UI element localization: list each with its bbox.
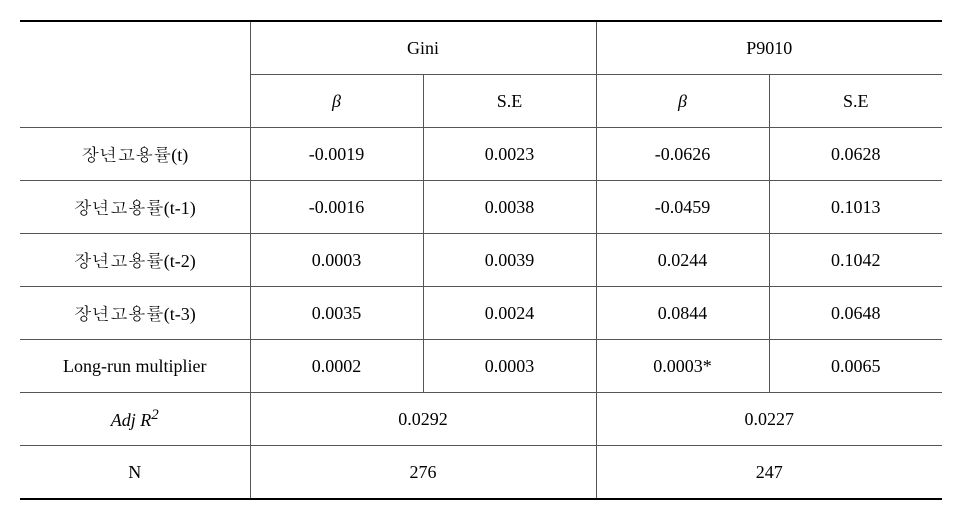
- cell-value: 0.0065: [769, 340, 942, 393]
- n-label: N: [20, 446, 250, 500]
- cell-value: 0.0039: [423, 234, 596, 287]
- n-p9010: 247: [596, 446, 942, 500]
- cell-value: 0.0002: [250, 340, 423, 393]
- cell-value: 0.1013: [769, 181, 942, 234]
- cell-value: 0.1042: [769, 234, 942, 287]
- cell-value: 0.0844: [596, 287, 769, 340]
- header-group-gini: Gini: [250, 21, 596, 75]
- cell-value: 0.0023: [423, 128, 596, 181]
- cell-value: 0.0648: [769, 287, 942, 340]
- row-label: Long-run multiplier: [20, 340, 250, 393]
- header-se-1: S.E: [423, 75, 596, 128]
- cell-value: 0.0024: [423, 287, 596, 340]
- summary-row-adjr2: Adj R2 0.0292 0.0227: [20, 393, 942, 446]
- row-label: 장년고용률(t-2): [20, 234, 250, 287]
- table-row: 장년고용률(t-2) 0.0003 0.0039 0.0244 0.1042: [20, 234, 942, 287]
- row-label: 장년고용률(t-1): [20, 181, 250, 234]
- cell-value: 0.0003: [423, 340, 596, 393]
- cell-value: -0.0459: [596, 181, 769, 234]
- table-row: Long-run multiplier 0.0002 0.0003 0.0003…: [20, 340, 942, 393]
- table-row: 장년고용률(t-3) 0.0035 0.0024 0.0844 0.0648: [20, 287, 942, 340]
- summary-row-n: N 276 247: [20, 446, 942, 500]
- adjr2-label-sup: 2: [151, 407, 159, 423]
- header-group-p9010: P9010: [596, 21, 942, 75]
- cell-value: 0.0628: [769, 128, 942, 181]
- cell-value: -0.0019: [250, 128, 423, 181]
- adjr2-gini: 0.0292: [250, 393, 596, 446]
- header-row-groups: Gini P9010: [20, 21, 942, 75]
- cell-value: 0.0035: [250, 287, 423, 340]
- table-row: 장년고용률(t-1) -0.0016 0.0038 -0.0459 0.1013: [20, 181, 942, 234]
- cell-value: 0.0003*: [596, 340, 769, 393]
- cell-value: 0.0244: [596, 234, 769, 287]
- adjr2-p9010: 0.0227: [596, 393, 942, 446]
- n-gini: 276: [250, 446, 596, 500]
- header-beta-1: β: [250, 75, 423, 128]
- adjr2-label-text: Adj R: [111, 410, 152, 430]
- adjr2-label: Adj R2: [20, 393, 250, 446]
- row-label: 장년고용률(t-3): [20, 287, 250, 340]
- header-beta-2: β: [596, 75, 769, 128]
- cell-value: 0.0003: [250, 234, 423, 287]
- row-label: 장년고용률(t): [20, 128, 250, 181]
- cell-value: 0.0038: [423, 181, 596, 234]
- regression-table: Gini P9010 β S.E β S.E 장년고용률(t) -0.0019 …: [20, 20, 942, 500]
- cell-value: -0.0626: [596, 128, 769, 181]
- header-blank: [20, 21, 250, 128]
- table-row: 장년고용률(t) -0.0019 0.0023 -0.0626 0.0628: [20, 128, 942, 181]
- cell-value: -0.0016: [250, 181, 423, 234]
- header-se-2: S.E: [769, 75, 942, 128]
